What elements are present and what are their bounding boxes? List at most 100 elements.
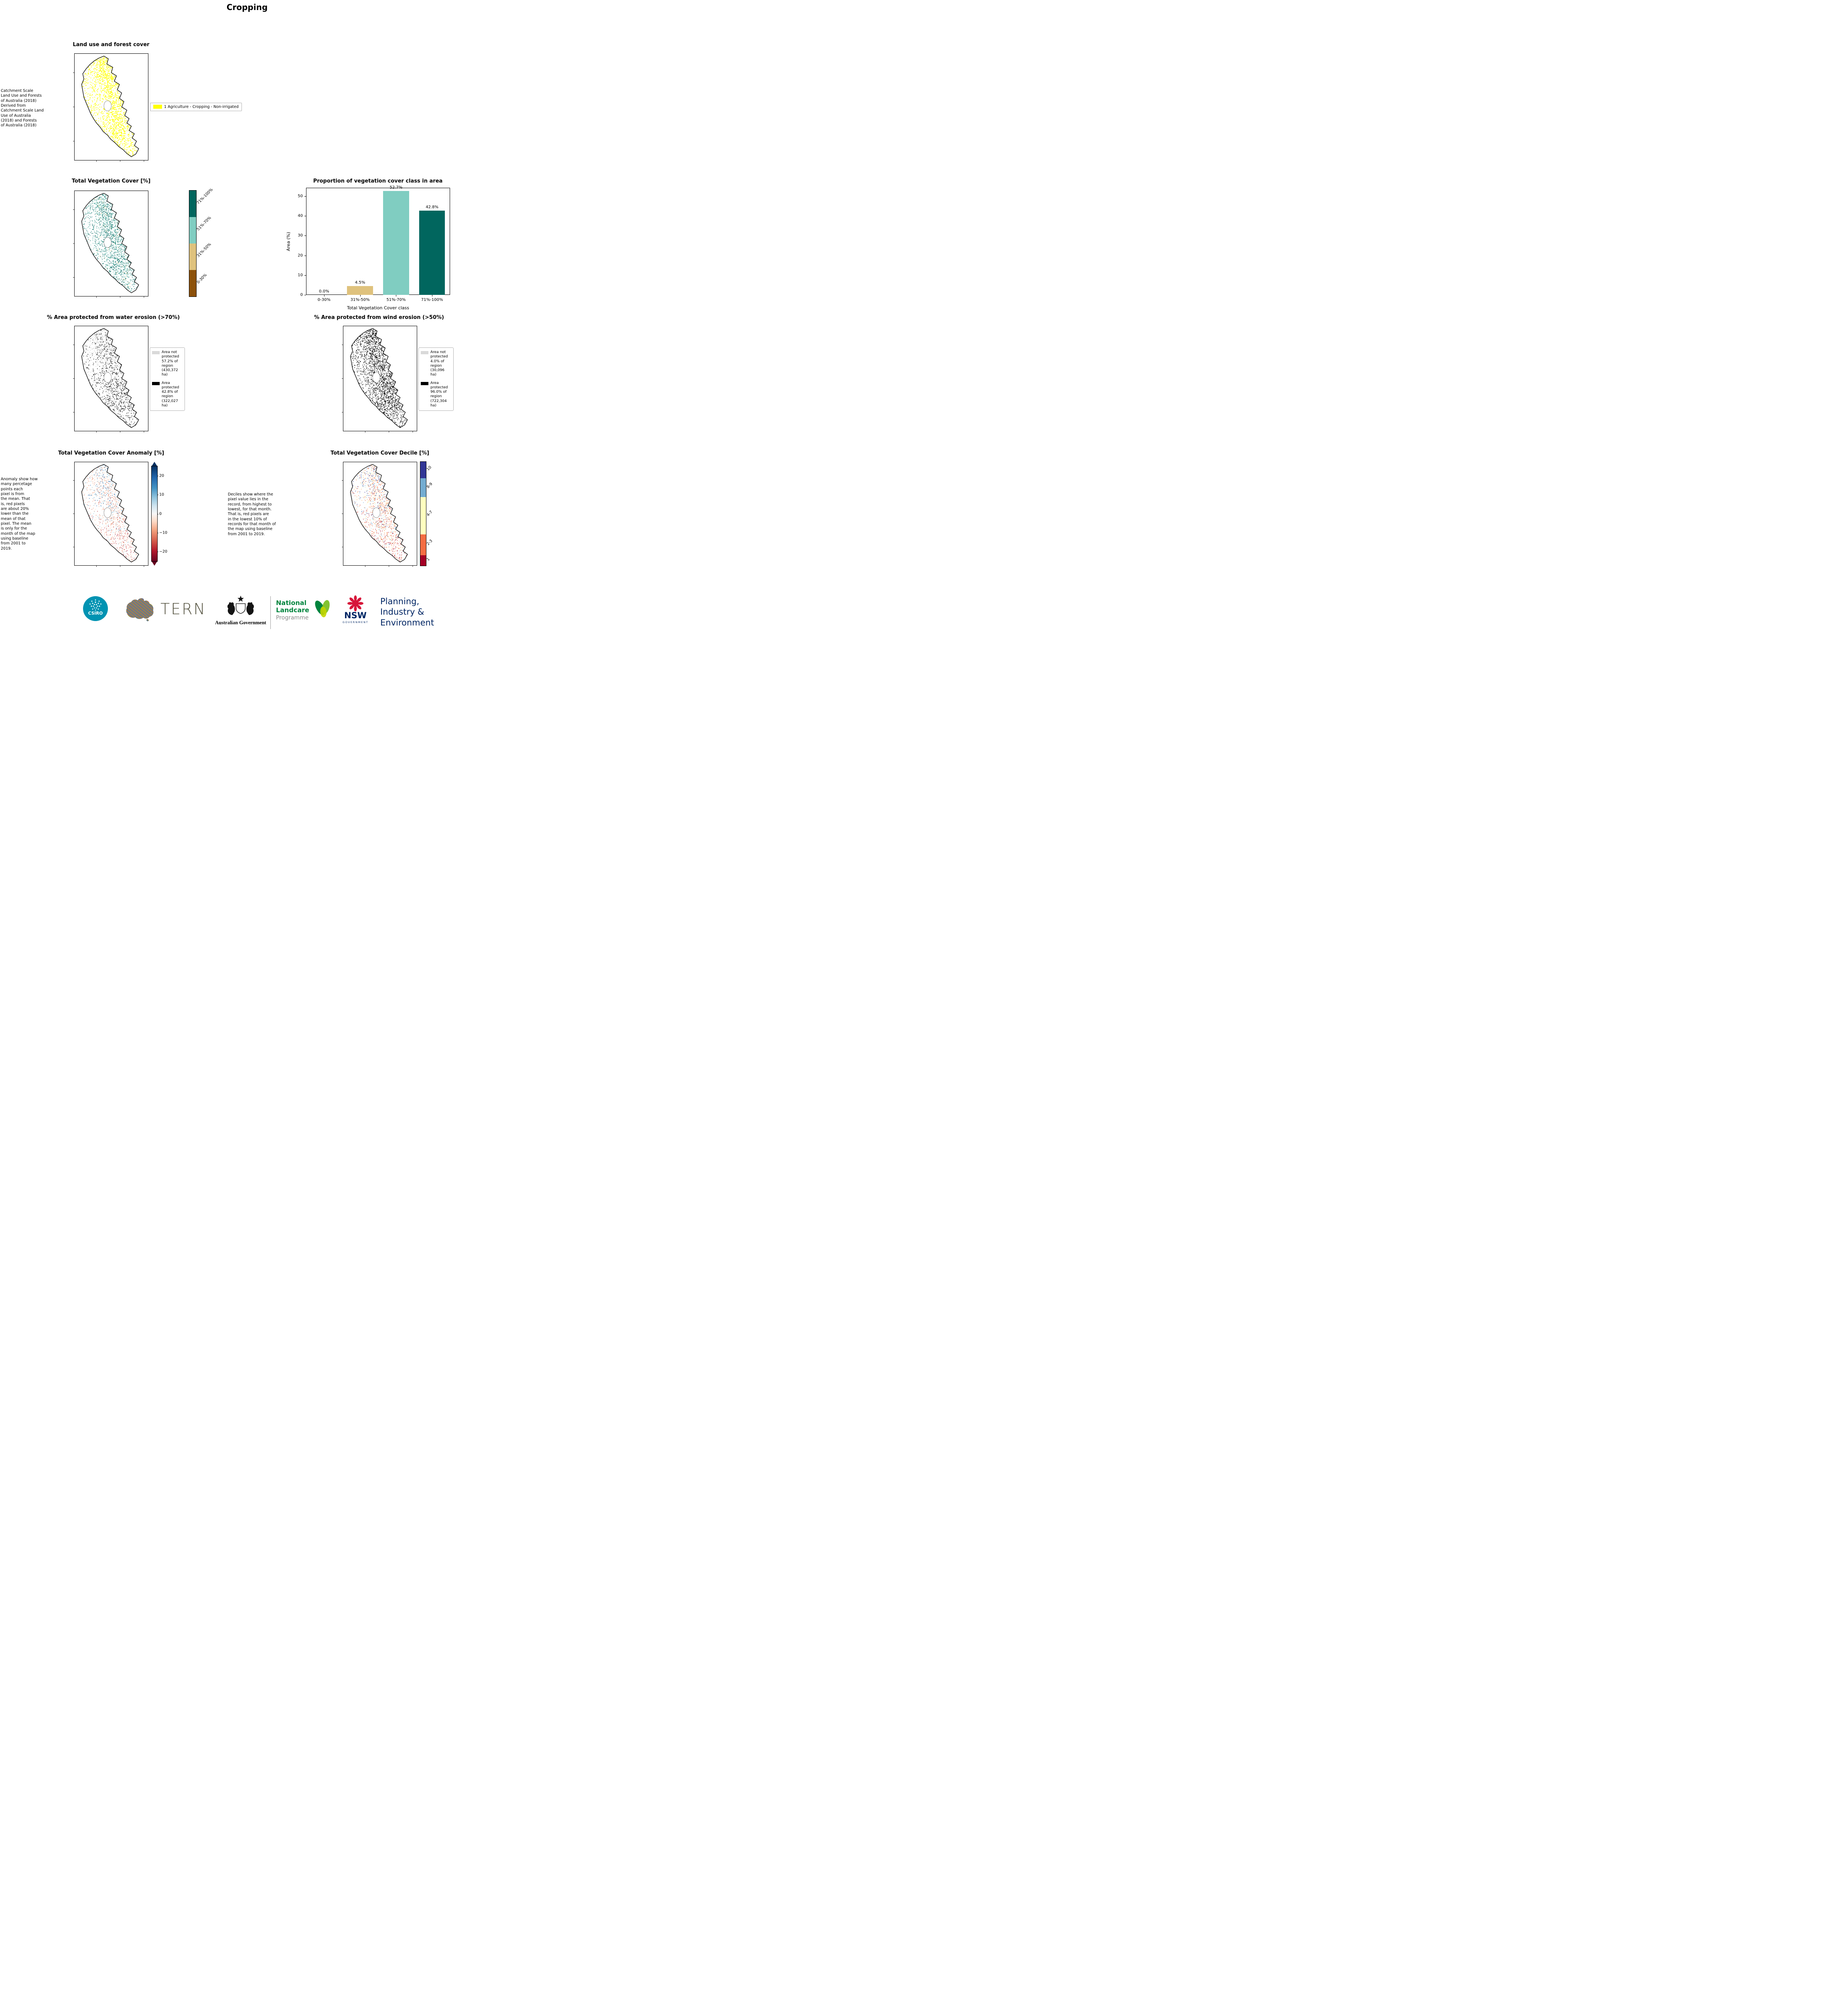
footer-divider (270, 596, 271, 629)
map-exclusion-area (372, 508, 380, 518)
csiro-wordmark: CSIRO (88, 611, 103, 616)
landuse-title: Land use and forest cover (73, 42, 150, 48)
colorbar-tick-label: 10 (426, 465, 433, 472)
nsw-government-wordmark: GOVERNMENT (343, 621, 369, 624)
x-tick-label: 31%-50% (350, 298, 370, 302)
x-tick (360, 295, 361, 296)
waratah-icon (347, 595, 363, 611)
water-erosion-map-canvas (73, 326, 148, 432)
anomaly-colorbar: 20 10 0 −10 −20 (151, 462, 167, 566)
landcare-line-1: National (276, 599, 306, 607)
decile-map (342, 462, 417, 567)
colorbar-tick-label: 71%-100% (196, 187, 214, 205)
colorbar-segment (420, 478, 426, 497)
map-pixels (351, 329, 407, 427)
anomaly-map (73, 462, 148, 567)
colorbar-segment (420, 555, 426, 566)
map-exclusion-area (103, 237, 112, 248)
colorbar (189, 190, 197, 297)
legend-label: Area protected 42.8% of region (322,027 … (162, 381, 179, 408)
landuse-side-text: Catchment Scale Land Use and Forests of … (1, 89, 44, 128)
wind-erosion-title: % Area protected from wind erosion (>50%… (314, 315, 444, 321)
landuse-map-canvas (73, 53, 148, 162)
map-pixels (82, 464, 137, 562)
colorbar (420, 461, 426, 566)
colorbar-tick-label: −10 (159, 530, 168, 535)
australian-government-wordmark: Australian Government (215, 620, 266, 625)
bar (383, 191, 409, 295)
bar (419, 210, 445, 295)
x-tick-label: 0-30% (317, 298, 331, 302)
wind-erosion-map (342, 326, 417, 432)
leaves-icon (315, 600, 330, 617)
colorbar-tick-label: 2-3 (426, 538, 434, 546)
coat-of-arms-icon (227, 595, 254, 615)
colorbar-segment (420, 462, 426, 479)
legend-label: Area not protected 4.0% of region (30,09… (430, 350, 448, 377)
csiro-logo: CSIRO (83, 596, 108, 621)
water-erosion-map (73, 326, 148, 432)
bar-value-label: 0.0% (319, 289, 329, 294)
colorbar-segment (189, 270, 196, 296)
catchment-outline (81, 56, 139, 157)
anomaly-side-text: Anomaly show how many percetage points e… (1, 477, 38, 551)
veg-cover-map (73, 191, 148, 298)
colorbar-segment (420, 497, 426, 535)
legend-item: Area not protected 4.0% of region (30,09… (421, 350, 451, 378)
planning-line-2: Industry & (380, 607, 424, 617)
map-exclusion-area (103, 100, 112, 111)
y-tick (304, 275, 306, 276)
legend-item: Area not protected 57.2% of region (430,… (152, 350, 183, 378)
planning-line-1: Planning, (380, 597, 420, 606)
legend-swatch (421, 351, 428, 354)
y-tick-label: 10 (298, 273, 303, 278)
decile-title: Total Vegetation Cover Decile [%] (331, 450, 429, 456)
wind-erosion-map-canvas (342, 326, 417, 432)
legend-swatch (152, 382, 160, 385)
national-landcare-logo: National Landcare Programme (276, 599, 335, 622)
decile-side-text: Deciles show where the pixel value lies … (228, 492, 276, 536)
report-page: Cropping Land use and forest cover Catch… (0, 0, 462, 641)
catchment-outline (81, 193, 139, 293)
x-tick-label: 71%-100% (421, 298, 443, 302)
y-tick (304, 196, 306, 197)
y-tick-label: 20 (298, 253, 303, 258)
legend-item: Area protected 96.0% of region (722,304 … (421, 381, 451, 408)
landcare-line-2: Landcare (276, 606, 309, 614)
catchment-outline (350, 464, 408, 562)
map-pixels (81, 56, 137, 156)
tern-logo: TERN (122, 596, 206, 622)
y-tick-label: 30 (298, 233, 303, 238)
landcare-wordmark: National Landcare Programme (276, 599, 309, 622)
plot-frame (306, 188, 450, 295)
colorbar-tick-label: 10 (159, 492, 164, 497)
colorbar-segment (189, 217, 196, 244)
veg-cover-map-canvas (73, 191, 148, 298)
colorbar-arrow-up (152, 462, 157, 466)
bar (347, 286, 373, 295)
colorbar-tick-label: 8-9 (426, 481, 434, 489)
colorbar (151, 466, 158, 562)
legend-label: Area protected 96.0% of region (722,304 … (430, 381, 448, 408)
page-title: Cropping (226, 2, 268, 12)
colorbar-tick-label: 51%-70% (196, 215, 212, 232)
landuse-legend: 1 Agriculture - Cropping - Non-irrigated (150, 103, 242, 111)
x-tick (324, 295, 325, 296)
map-exclusion-area (103, 508, 112, 518)
x-axis-label: Total Vegetation Cover class (347, 305, 409, 311)
colorbar-tick-label: 1 (426, 557, 431, 562)
y-tick-label: 50 (298, 194, 303, 199)
anomaly-map-canvas (73, 462, 148, 567)
colorbar-tick-label: 4-7 (426, 510, 434, 518)
colorbar-segment (189, 191, 196, 217)
legend-label: Area not protected 57.2% of region (430,… (162, 350, 179, 377)
nsw-government-logo: NSW GOVERNMENT (343, 595, 368, 624)
proportion-chart-title: Proportion of vegetation cover class in … (313, 178, 443, 184)
colorbar-tick-label: 31%-50% (196, 242, 212, 258)
map-exclusion-area (372, 372, 380, 383)
landuse-map (73, 53, 148, 162)
catchment-outline (350, 328, 408, 428)
y-axis-label: Area (%) (286, 231, 291, 251)
map-pixels (82, 193, 138, 292)
colorbar-segment (189, 244, 196, 270)
